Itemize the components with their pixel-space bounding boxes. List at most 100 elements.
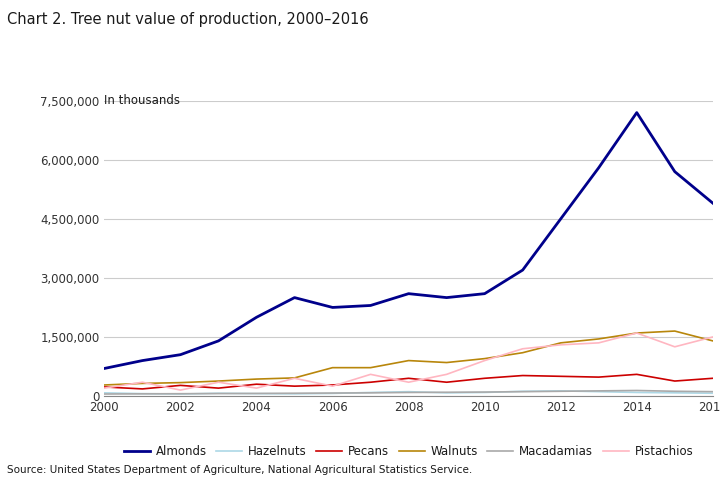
Almonds (595, 165, 603, 170)
Macadamias (595, 388, 603, 394)
Walnuts (708, 338, 717, 344)
Almonds (518, 267, 527, 273)
Pecans (670, 378, 679, 384)
Almonds (176, 352, 185, 358)
Pecans (290, 383, 299, 389)
Pecans (176, 383, 185, 388)
Hazelnuts (480, 390, 489, 396)
Hazelnuts (176, 391, 185, 397)
Pistachios (176, 387, 185, 393)
Almonds (214, 338, 222, 344)
Line: Walnuts: Walnuts (104, 331, 713, 385)
Macadamias (252, 391, 261, 396)
Hazelnuts (632, 390, 641, 396)
Hazelnuts (290, 391, 299, 396)
Walnuts (480, 356, 489, 361)
Macadamias (480, 389, 489, 395)
Pistachios (404, 379, 413, 385)
Almonds (557, 216, 565, 222)
Text: Chart 2. Tree nut value of production, 2000–2016: Chart 2. Tree nut value of production, 2… (7, 12, 369, 27)
Legend: Almonds, Hazelnuts, Pecans, Walnuts, Macadamias, Pistachios: Almonds, Hazelnuts, Pecans, Walnuts, Mac… (119, 440, 698, 463)
Hazelnuts (442, 390, 451, 396)
Walnuts (328, 365, 337, 371)
Hazelnuts (328, 391, 337, 396)
Hazelnuts (100, 390, 109, 396)
Pecans (518, 372, 527, 378)
Walnuts (442, 360, 451, 365)
Macadamias (214, 391, 222, 396)
Pecans (214, 385, 222, 391)
Pistachios (100, 385, 109, 391)
Line: Hazelnuts: Hazelnuts (104, 391, 713, 394)
Pecans (138, 386, 147, 392)
Macadamias (100, 391, 109, 397)
Hazelnuts (366, 390, 375, 396)
Pecans (442, 379, 451, 385)
Hazelnuts (708, 390, 717, 396)
Almonds (328, 305, 337, 311)
Pecans (480, 375, 489, 381)
Hazelnuts (252, 391, 261, 396)
Pistachios (708, 334, 717, 340)
Macadamias (518, 389, 527, 395)
Macadamias (442, 389, 451, 395)
Walnuts (595, 336, 603, 342)
Walnuts (138, 381, 147, 386)
Almonds (100, 366, 109, 372)
Almonds (138, 358, 147, 363)
Pistachios (518, 346, 527, 352)
Pecans (366, 379, 375, 385)
Walnuts (176, 380, 185, 385)
Macadamias (708, 389, 717, 395)
Walnuts (290, 375, 299, 381)
Pistachios (557, 342, 565, 348)
Pistachios (366, 372, 375, 377)
Pecans (328, 382, 337, 388)
Hazelnuts (595, 389, 603, 395)
Walnuts (670, 328, 679, 334)
Pistachios (252, 385, 261, 391)
Macadamias (404, 390, 413, 396)
Line: Pecans: Pecans (104, 374, 713, 389)
Pistachios (290, 375, 299, 381)
Macadamias (557, 388, 565, 394)
Almonds (632, 110, 641, 116)
Almonds (670, 169, 679, 175)
Pecans (595, 374, 603, 380)
Walnuts (366, 365, 375, 371)
Pistachios (670, 344, 679, 349)
Macadamias (328, 390, 337, 396)
Hazelnuts (518, 388, 527, 394)
Almonds (442, 295, 451, 300)
Walnuts (404, 358, 413, 363)
Macadamias (670, 388, 679, 394)
Pecans (708, 375, 717, 381)
Almonds (366, 302, 375, 308)
Hazelnuts (214, 390, 222, 396)
Walnuts (100, 382, 109, 388)
Line: Pistachios: Pistachios (104, 333, 713, 390)
Hazelnuts (670, 390, 679, 396)
Almonds (708, 200, 717, 206)
Pistachios (595, 340, 603, 346)
Walnuts (518, 350, 527, 356)
Macadamias (176, 391, 185, 396)
Pecans (252, 381, 261, 387)
Line: Almonds: Almonds (104, 113, 713, 369)
Line: Macadamias: Macadamias (104, 391, 713, 394)
Pecans (100, 384, 109, 390)
Almonds (252, 314, 261, 320)
Text: Source: United States Department of Agriculture, National Agricultural Statistic: Source: United States Department of Agri… (7, 465, 472, 475)
Pistachios (214, 379, 222, 385)
Macadamias (632, 388, 641, 394)
Hazelnuts (138, 391, 147, 396)
Pecans (557, 373, 565, 379)
Macadamias (366, 390, 375, 396)
Walnuts (214, 378, 222, 384)
Pistachios (442, 372, 451, 377)
Pistachios (138, 379, 147, 385)
Macadamias (138, 391, 147, 396)
Pistachios (328, 383, 337, 389)
Hazelnuts (404, 389, 413, 395)
Almonds (290, 295, 299, 300)
